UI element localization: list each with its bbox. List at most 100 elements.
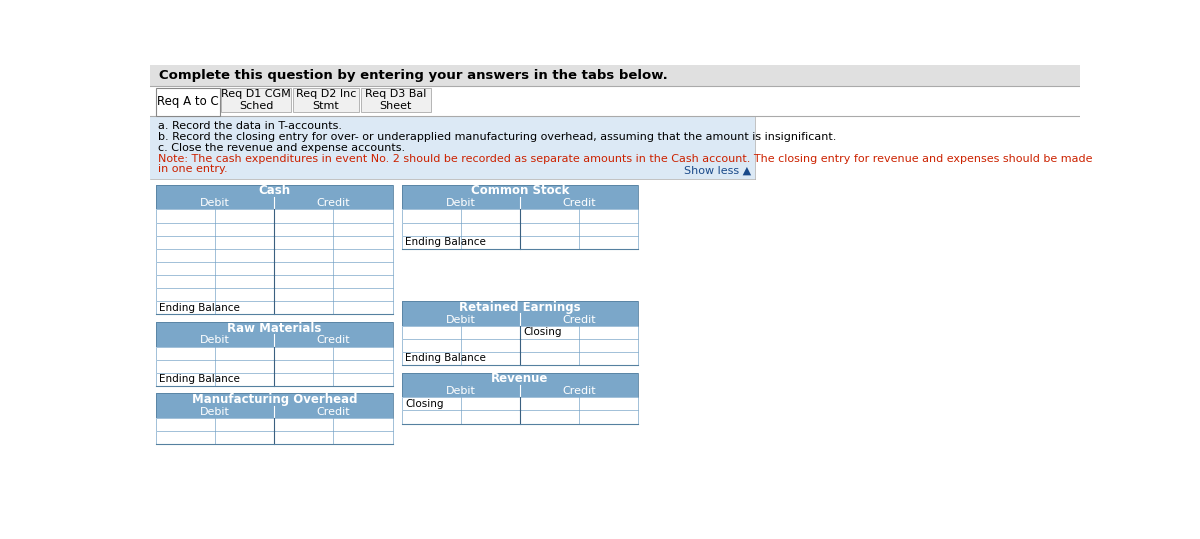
Text: Debit: Debit xyxy=(446,386,476,396)
Bar xyxy=(275,334,392,347)
Bar xyxy=(402,185,638,197)
Bar xyxy=(150,115,755,178)
Bar xyxy=(402,326,638,339)
Bar xyxy=(156,372,392,386)
Text: Debit: Debit xyxy=(200,407,230,417)
Bar xyxy=(156,347,392,360)
Bar xyxy=(156,288,392,301)
Bar xyxy=(402,301,638,326)
Text: Revenue: Revenue xyxy=(491,372,548,385)
Bar xyxy=(402,236,638,248)
Bar xyxy=(520,313,638,326)
Bar xyxy=(156,360,392,372)
Bar xyxy=(275,197,392,210)
Bar xyxy=(156,236,392,248)
Text: Req D1 CGM
Sched: Req D1 CGM Sched xyxy=(221,89,292,111)
Text: Note: The cash expenditures in event No. 2 should be recorded as separate amount: Note: The cash expenditures in event No.… xyxy=(157,154,1092,164)
Text: Manufacturing Overhead: Manufacturing Overhead xyxy=(192,393,358,406)
Bar xyxy=(156,360,392,372)
Bar xyxy=(156,185,392,210)
Bar xyxy=(156,322,392,334)
Text: Debit: Debit xyxy=(446,315,476,324)
Bar xyxy=(156,210,392,223)
Bar xyxy=(156,223,392,236)
Bar xyxy=(156,431,392,444)
Text: Ending Balance: Ending Balance xyxy=(160,374,240,384)
Bar xyxy=(156,88,220,115)
Bar xyxy=(156,248,392,262)
Bar xyxy=(402,210,638,223)
Text: Req A to C: Req A to C xyxy=(157,95,218,108)
Text: Ending Balance: Ending Balance xyxy=(404,237,486,247)
Bar xyxy=(156,185,392,197)
Text: Retained Earnings: Retained Earnings xyxy=(460,301,581,314)
Text: Debit: Debit xyxy=(200,198,230,208)
Text: a. Record the data in T-accounts.: a. Record the data in T-accounts. xyxy=(157,121,342,132)
Bar xyxy=(402,385,520,397)
Bar xyxy=(402,301,638,313)
Bar xyxy=(402,352,638,365)
Text: Req D3 Bal
Sheet: Req D3 Bal Sheet xyxy=(365,89,426,111)
Bar xyxy=(402,185,638,210)
Bar xyxy=(402,397,638,410)
Bar xyxy=(156,393,392,418)
Bar xyxy=(156,248,392,262)
Bar xyxy=(520,385,638,397)
Bar xyxy=(156,275,392,288)
Text: Raw Materials: Raw Materials xyxy=(227,322,322,335)
Text: Credit: Credit xyxy=(563,315,596,324)
Bar xyxy=(402,410,638,424)
Text: b. Record the closing entry for over- or underapplied manufacturing overhead, as: b. Record the closing entry for over- or… xyxy=(157,132,836,142)
Bar xyxy=(402,210,638,223)
Bar xyxy=(156,418,392,431)
Text: Complete this question by entering your answers in the tabs below.: Complete this question by entering your … xyxy=(160,69,668,82)
Bar xyxy=(156,275,392,288)
Text: in one entry.: in one entry. xyxy=(157,164,227,175)
Bar xyxy=(156,262,392,275)
Text: Req D2 Inc
Stmt: Req D2 Inc Stmt xyxy=(295,89,356,111)
Bar xyxy=(402,397,638,410)
Bar xyxy=(520,197,638,210)
Text: Common Stock: Common Stock xyxy=(470,184,569,197)
Bar xyxy=(156,301,392,314)
Bar xyxy=(402,313,520,326)
Bar xyxy=(156,301,392,314)
Bar xyxy=(156,431,392,444)
Bar xyxy=(221,88,292,113)
Bar xyxy=(156,372,392,386)
Bar xyxy=(402,372,638,397)
Text: Debit: Debit xyxy=(446,198,476,208)
Text: c. Close the revenue and expense accounts.: c. Close the revenue and expense account… xyxy=(157,143,404,153)
Text: Debit: Debit xyxy=(200,335,230,345)
Text: Credit: Credit xyxy=(317,407,350,417)
Text: Ending Balance: Ending Balance xyxy=(404,354,486,363)
Bar xyxy=(402,223,638,236)
Bar xyxy=(156,334,275,347)
Bar xyxy=(156,210,392,223)
Text: Credit: Credit xyxy=(563,198,596,208)
Bar xyxy=(402,339,638,352)
Bar xyxy=(402,372,638,385)
Bar xyxy=(361,88,431,113)
Bar xyxy=(156,393,392,406)
Bar xyxy=(293,88,359,113)
Bar xyxy=(150,86,1080,115)
Bar xyxy=(402,197,520,210)
Bar xyxy=(156,418,392,431)
Bar xyxy=(156,288,392,301)
Bar xyxy=(156,406,275,418)
Bar xyxy=(150,65,1080,86)
Bar xyxy=(156,347,392,360)
Bar xyxy=(156,262,392,275)
Text: Credit: Credit xyxy=(317,335,350,345)
Bar xyxy=(156,223,392,236)
Text: Ending Balance: Ending Balance xyxy=(160,302,240,313)
Bar xyxy=(156,197,275,210)
Text: Cash: Cash xyxy=(258,184,290,197)
Bar xyxy=(156,322,392,347)
Bar xyxy=(402,236,638,248)
Bar xyxy=(402,326,638,339)
Text: Credit: Credit xyxy=(563,386,596,396)
Text: Closing: Closing xyxy=(523,327,562,337)
Bar xyxy=(402,339,638,352)
